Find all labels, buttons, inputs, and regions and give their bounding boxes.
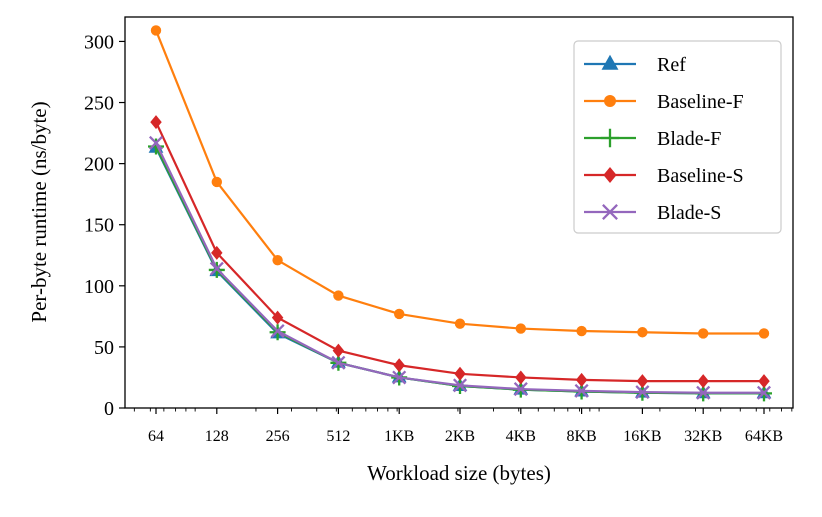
y-tick-label: 150 xyxy=(84,215,114,237)
x-tick-label: 16KB xyxy=(623,428,661,445)
x-tick-label: 64 xyxy=(148,428,164,445)
x-tick-label: 2KB xyxy=(445,428,475,445)
series-baseline-s xyxy=(150,115,770,389)
data-point xyxy=(331,355,346,370)
data-point xyxy=(272,254,283,266)
y-tick-label: 200 xyxy=(84,154,114,176)
data-point xyxy=(392,370,407,385)
legend-item: Blade-F xyxy=(584,128,721,150)
data-point xyxy=(697,374,709,389)
data-point xyxy=(211,245,223,260)
data-point xyxy=(209,261,224,276)
x-tick-label: 64KB xyxy=(745,428,783,445)
y-tick-label: 50 xyxy=(94,337,114,359)
legend-item: Baseline-F xyxy=(584,91,744,113)
legend-marker xyxy=(602,204,618,220)
data-point xyxy=(394,308,405,320)
data-point xyxy=(393,358,405,373)
legend-marker xyxy=(601,54,619,70)
x-axis-title: Workload size (bytes) xyxy=(367,461,551,485)
data-point xyxy=(515,323,526,334)
data-point xyxy=(576,325,587,337)
x-tick-label: 32KB xyxy=(684,428,722,445)
legend-label: Blade-F xyxy=(657,128,721,150)
data-point xyxy=(635,385,650,400)
data-point xyxy=(574,383,589,398)
data-point xyxy=(454,318,466,329)
y-tick-label: 300 xyxy=(84,31,114,53)
legend-box xyxy=(573,40,782,234)
y-tick-label: 250 xyxy=(84,93,114,115)
x-tick-label: 256 xyxy=(266,428,290,445)
x-tick-label: 4KB xyxy=(506,428,536,445)
legend-label: Baseline-F xyxy=(657,91,744,113)
legend-item: Baseline-S xyxy=(584,165,744,187)
data-point xyxy=(758,374,770,389)
legend-item: Ref xyxy=(584,54,686,76)
data-point xyxy=(333,290,344,301)
y-axis: 0 50 100 150 200 250 300 xyxy=(84,31,125,420)
x-tick-label: 1KB xyxy=(384,428,414,445)
series-baseline-f xyxy=(150,25,770,339)
legend-marker xyxy=(603,166,617,184)
legend-label: Blade-S xyxy=(657,202,721,224)
data-point xyxy=(756,385,772,400)
data-point xyxy=(454,366,466,381)
legend-label: Ref xyxy=(657,54,686,76)
data-point xyxy=(148,138,164,155)
legend: Ref Baseline-F Blade-F Baseline-S Blade-S xyxy=(573,40,782,234)
data-point xyxy=(515,370,527,385)
data-point xyxy=(637,327,648,338)
data-point xyxy=(513,382,528,397)
data-point xyxy=(452,378,468,393)
legend-marker xyxy=(600,128,620,148)
x-axis: 64 128 256 512 1KB 2KB 4KB 8KB 16KB 32KB 64KB xyxy=(133,408,793,445)
data-point xyxy=(270,324,285,339)
y-tick-label: 100 xyxy=(84,276,114,298)
data-point xyxy=(211,176,222,188)
x-tick-label: 8KB xyxy=(566,428,596,445)
data-point xyxy=(636,374,649,389)
legend-marker xyxy=(604,95,616,107)
legend-label: Baseline-S xyxy=(657,165,744,187)
data-point xyxy=(150,115,162,130)
legend-item: Blade-S xyxy=(584,202,721,224)
x-tick-label: 128 xyxy=(205,428,229,445)
data-point xyxy=(271,310,284,325)
data-point xyxy=(575,372,588,387)
data-point xyxy=(696,385,711,400)
plot-frame xyxy=(124,16,794,409)
series-blade-s xyxy=(148,135,772,400)
data-point xyxy=(148,135,164,150)
y-tick-label: 0 xyxy=(104,398,114,420)
y-axis-title: Per-byte runtime (ns/byte) xyxy=(27,101,51,322)
data-point xyxy=(758,328,770,339)
data-point xyxy=(698,328,709,339)
series-layer xyxy=(148,25,772,402)
data-point xyxy=(150,25,162,36)
x-tick-label: 512 xyxy=(326,428,350,445)
data-point xyxy=(332,343,345,358)
